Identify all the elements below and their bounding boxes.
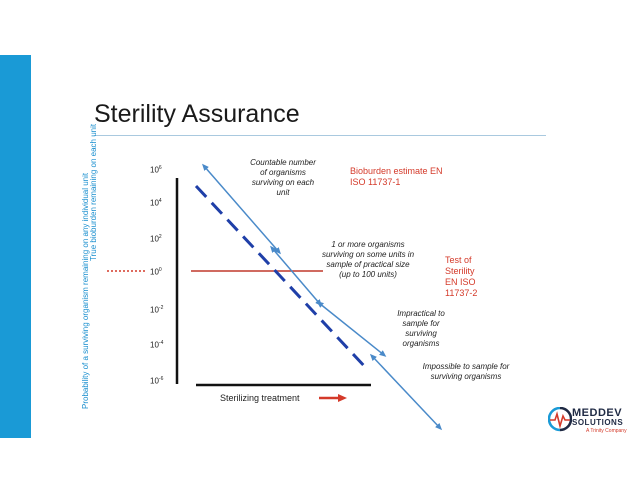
x-axis-label: Sterilizing treatment [220,393,300,403]
tick-label: 10-6 [150,376,164,386]
note-countable: Countable number of organisms surviving … [250,158,316,197]
company-logo: MEDDEV SOLUTIONS A Trinity Company [548,405,632,437]
tick-label: 10-4 [150,340,164,350]
logo-subname: SOLUTIONS [572,418,624,427]
tick-label: 10-2 [150,305,164,315]
tick-label: 106 [150,165,162,175]
range-arrow-impractical [316,301,387,357]
bioburden-standard-label: Bioburden estimate EN ISO 11737-1 [350,166,443,187]
accent-bar [0,55,31,438]
range-arrow-one-or-more [270,245,322,307]
logo-heartbeat-icon [548,407,572,432]
range-arrow-countable [202,163,281,255]
logo-tagline: A Trinity Company [586,428,627,434]
slide-title: Sterility Assurance [94,100,300,128]
sterility-standard-label: Test of Sterility EN ISO 11737-2 [445,255,478,298]
note-impractical: Impractical to sample for surviving orga… [397,309,445,348]
tick-label: 104 [150,198,162,208]
tick-label: 102 [150,234,162,244]
logo-name: MEDDEV [572,407,623,419]
note-one-or-more: 1 or more organisms surviving on some un… [321,240,415,279]
note-impossible: Impossible to sample for surviving organ… [422,362,510,381]
range-arrow-impossible [369,353,443,431]
title-divider [94,135,546,136]
tick-label: 100 [150,267,162,277]
